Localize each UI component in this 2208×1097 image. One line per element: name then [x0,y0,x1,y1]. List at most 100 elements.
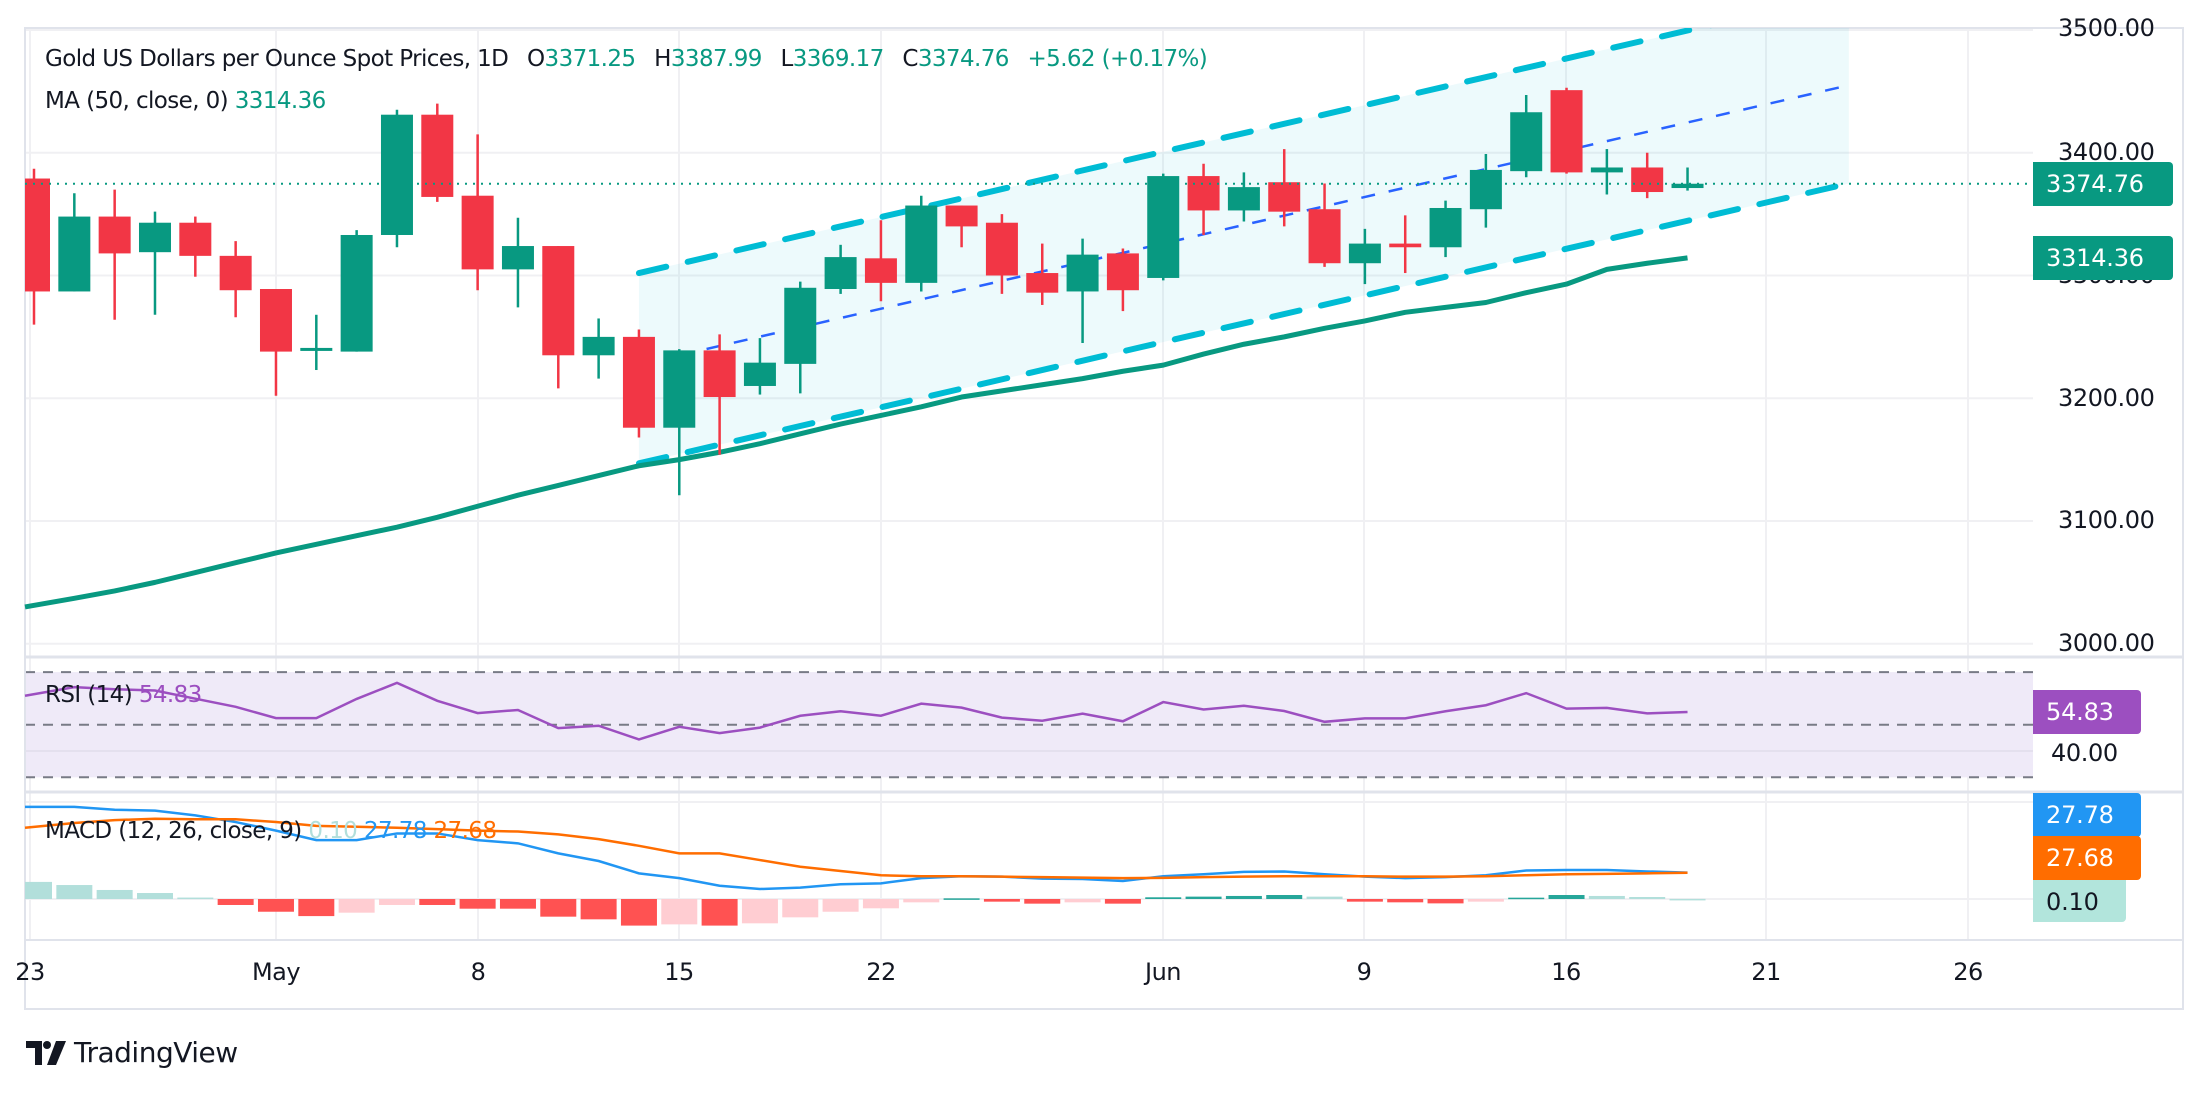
candle [1227,172,1260,222]
channel-lower-line [635,180,1852,467]
candle-body [1187,176,1220,211]
candle-body [663,350,696,428]
macd-pane [24,805,1706,926]
candle [784,281,817,394]
candle-body [1389,243,1422,248]
candle-body [824,257,857,290]
high-label: H [654,46,671,72]
hist-tag: 0.10 [2033,880,2126,922]
symbol-title: Gold US Dollars per Ounce Spot Prices, 1… [45,46,509,72]
close-label: C [902,46,918,72]
date-tick: 8 [470,958,486,986]
candle-body [622,336,655,428]
candle-body [582,336,615,356]
candle-body [1631,167,1664,193]
macd-histogram-bar [136,893,173,899]
macd-histogram-bar [1548,895,1585,899]
chart-border [24,27,2184,1010]
candle-body [542,246,575,356]
macd-histogram-bar [217,899,254,905]
candle-body [1348,243,1381,264]
channel-upper-line [635,28,1712,277]
macd-histogram-bar [459,899,496,909]
candle-body [1066,254,1099,292]
candle [1510,95,1543,178]
candle-body [219,255,252,291]
macd-histogram-bar [1266,895,1303,899]
candle [663,349,696,496]
tradingview-logo[interactable]: TradingView [26,1036,238,1069]
candle-body [864,258,897,283]
candle-body [1147,176,1180,278]
candle [1631,152,1664,199]
candle [622,329,655,438]
candle-body [58,216,91,292]
macd-histogram-bar [499,899,536,909]
macd-histogram-bar [1064,899,1101,903]
candle [1026,243,1059,305]
channel-fill [638,28,1849,464]
rsi-tick-40: 40.00 [2051,739,2118,767]
close-value: 3374.76 [917,46,1010,72]
candle [1066,238,1099,344]
candle [1308,183,1341,267]
open-label: O [527,46,545,72]
candle-body [1227,187,1260,211]
date-tick: 16 [1551,958,1581,986]
macd-histogram-bar [257,899,294,912]
macd-histogram-bar [782,899,819,918]
macd-histogram-bar [862,899,899,909]
ma-legend[interactable]: MA (50, close, 0) 3314.36 [45,88,326,114]
candle [905,195,938,292]
candle [1469,153,1502,228]
macd-histogram-bar [903,899,940,903]
macd-histogram-bar [620,899,657,926]
macd-histogram-bar [298,899,335,917]
macd-histogram-bar [177,897,214,900]
price-tick-3000: 3000.00 [2058,629,2155,657]
candle [58,193,91,292]
macd-histogram-bar [983,899,1020,902]
candle [703,334,736,455]
macd-legend[interactable]: MACD (12, 26, close, 9) 0.10 27.78 27.68 [45,818,497,844]
candle [743,338,776,395]
macd-histogram-bar [1145,897,1182,899]
change-value: +5.62 (+0.17%) [1027,46,1208,72]
macd-histogram-bar [1185,896,1222,899]
candle [1550,87,1583,174]
price-tick-3200: 3200.00 [2058,384,2155,412]
tradingview-logo-icon [26,1040,66,1065]
candle [421,103,454,202]
macd-histogram-bar [822,899,859,912]
candles [25,87,1704,496]
candle [461,134,494,291]
candle-body [1469,169,1502,210]
date-tick: Jun [1145,958,1182,986]
candle [985,214,1018,294]
rsi-label: RSI (14) [45,682,133,708]
candle [380,109,413,248]
macd-signal-value: 27.68 [433,818,497,844]
macd-histogram-bar [1225,895,1262,899]
macd-tag: 27.78 [2033,793,2141,837]
parallel-channel[interactable] [635,0,1852,467]
rsi-legend[interactable]: RSI (14) 54.83 [45,682,202,708]
macd-histogram-bar [56,885,93,899]
date-tick: 23 [15,958,45,986]
candle [25,168,50,325]
macd-histogram-bar [1669,898,1706,901]
candle-body [1429,207,1462,248]
candle [1187,163,1220,235]
candle [1268,149,1301,227]
macd-histogram-bar [1104,899,1141,904]
date-tick: 15 [664,958,694,986]
macd-histogram-bar [338,899,375,913]
ma-value: 3314.36 [234,88,327,114]
ma-line [24,255,1688,610]
candle-body [1308,209,1341,264]
candle-body [1268,182,1301,212]
channel-group [635,28,1852,467]
low-value: 3369.17 [792,46,885,72]
macd-histogram-bar [661,899,698,925]
